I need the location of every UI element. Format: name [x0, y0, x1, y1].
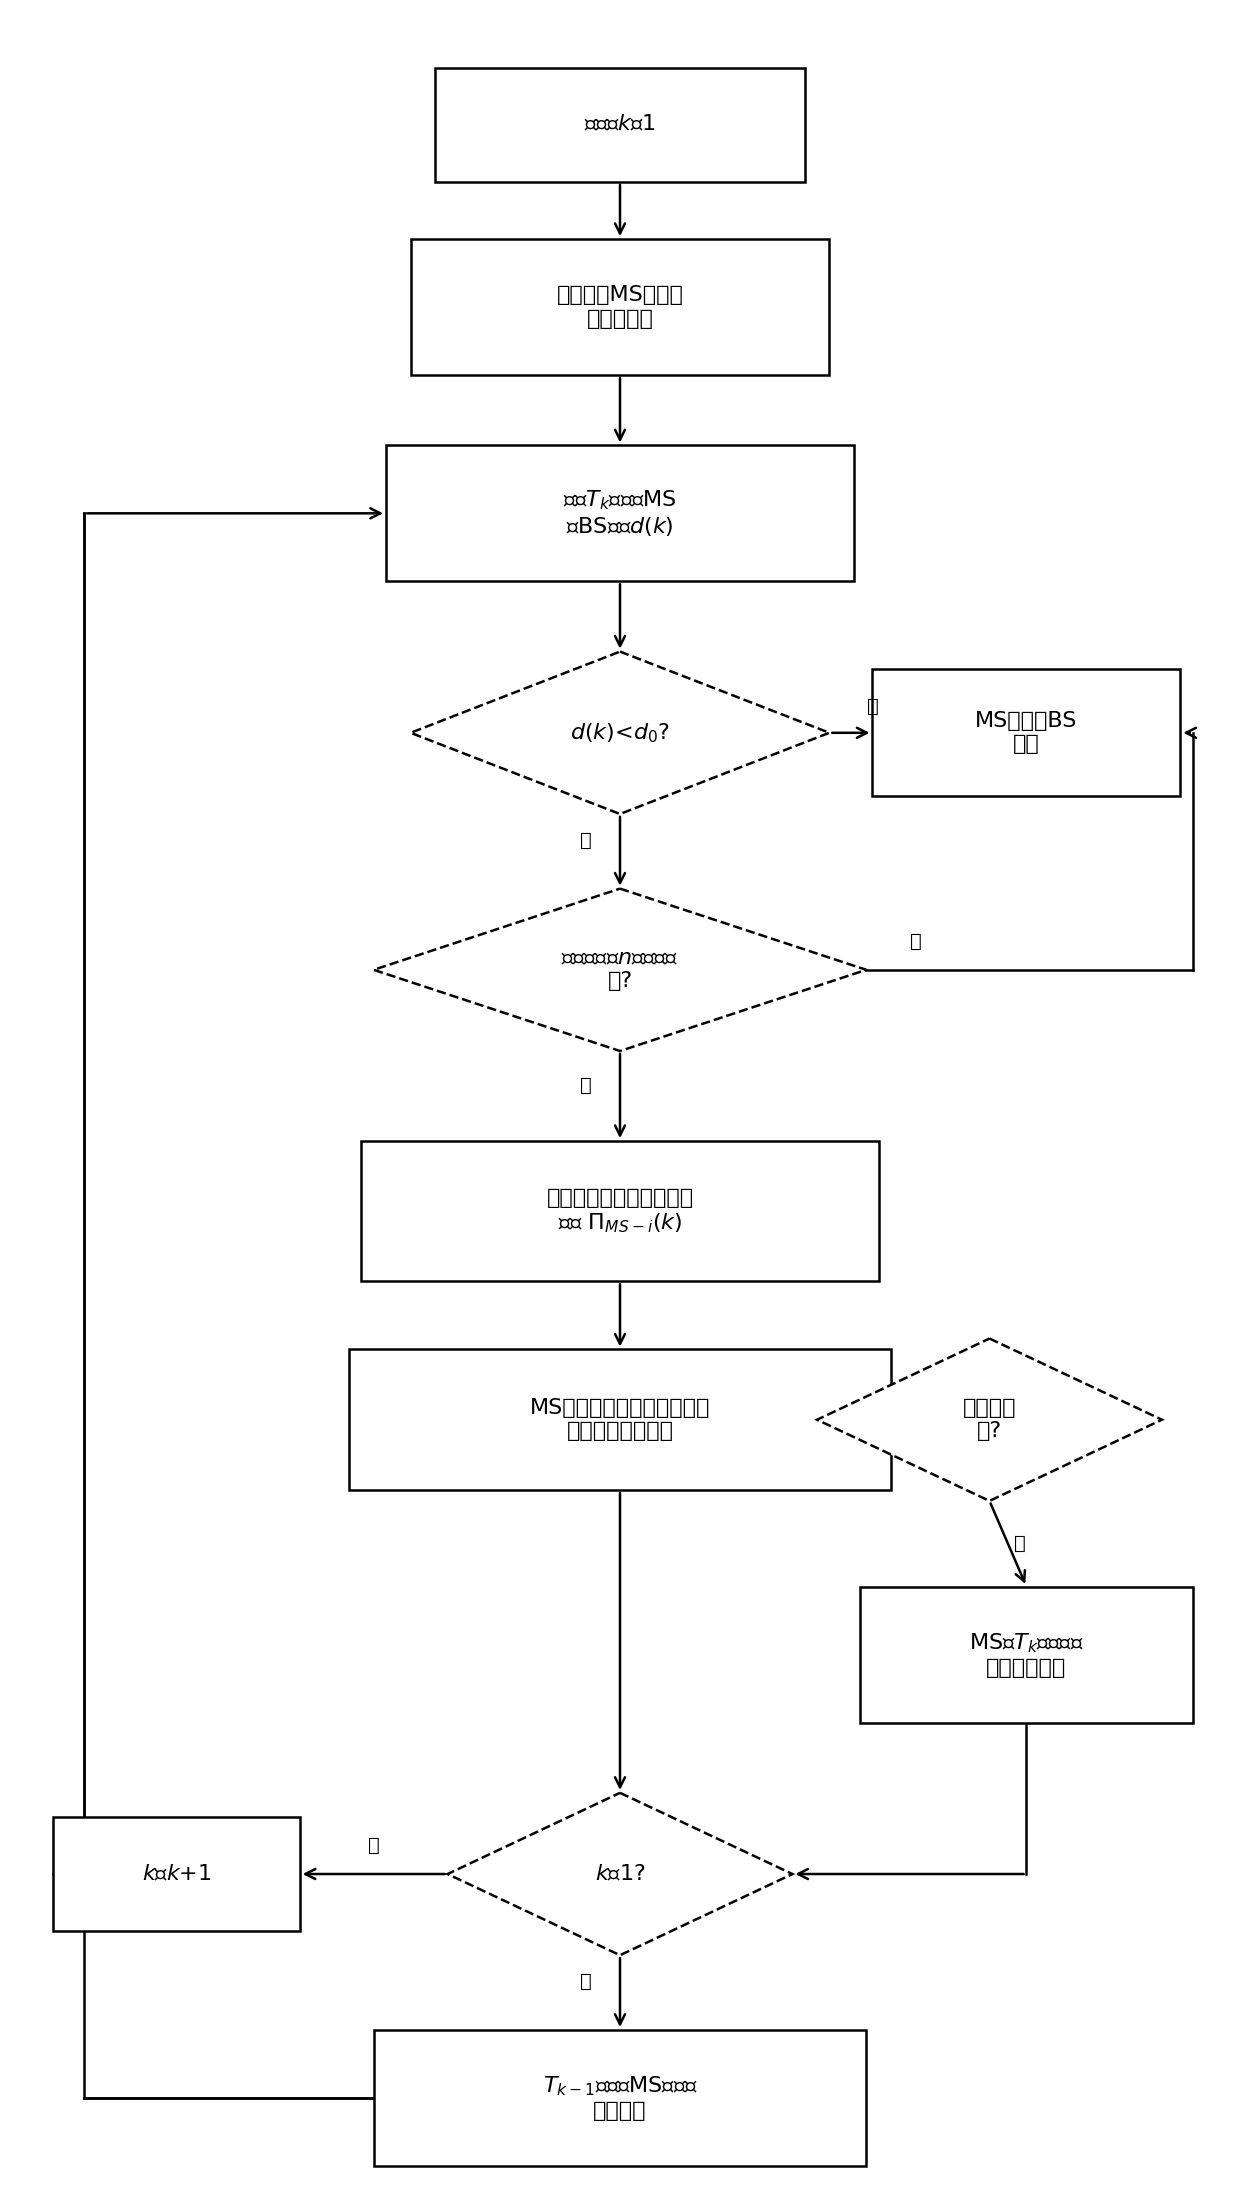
- FancyBboxPatch shape: [53, 1817, 300, 1932]
- Text: MS与$T_k$周期下建
立的连接通信: MS与$T_k$周期下建 立的连接通信: [970, 1630, 1084, 1679]
- Text: 初始化$k$＝1: 初始化$k$＝1: [584, 115, 656, 134]
- FancyBboxPatch shape: [348, 1350, 892, 1489]
- Text: MS与最大选择概率所对应的
预选中继进行连接: MS与最大选择概率所对应的 预选中继进行连接: [529, 1399, 711, 1441]
- FancyBboxPatch shape: [410, 238, 830, 375]
- Text: 有业务请
求?: 有业务请 求?: [962, 1399, 1017, 1441]
- Text: 计算上述预选中继的选择
概率 $\Pi_{MS-i}$($k$): 计算上述预选中继的选择 概率 $\Pi_{MS-i}$($k$): [547, 1187, 693, 1236]
- Polygon shape: [448, 1793, 792, 1956]
- Text: $k$＝$k$+1: $k$＝$k$+1: [141, 1864, 212, 1884]
- Text: $k$＝1?: $k$＝1?: [595, 1864, 645, 1884]
- Text: 否: 否: [910, 932, 921, 952]
- Polygon shape: [410, 652, 830, 813]
- Text: 是: 是: [1014, 1533, 1027, 1553]
- FancyBboxPatch shape: [361, 1141, 879, 1282]
- FancyBboxPatch shape: [873, 670, 1180, 797]
- FancyBboxPatch shape: [861, 1586, 1193, 1723]
- FancyBboxPatch shape: [435, 68, 805, 183]
- FancyBboxPatch shape: [373, 2029, 867, 2166]
- Text: $d$($k$)<$d_0$?: $d$($k$)<$d_0$?: [570, 720, 670, 745]
- Text: MS直接与BS
连接: MS直接与BS 连接: [976, 712, 1078, 753]
- Text: $T_{k-1}$周期下MS建立的
连接断开: $T_{k-1}$周期下MS建立的 连接断开: [543, 2075, 697, 2121]
- Text: 是: 是: [579, 1075, 591, 1095]
- Text: 否: 否: [579, 1972, 591, 1992]
- FancyBboxPatch shape: [386, 445, 854, 582]
- Text: 是: 是: [867, 696, 878, 716]
- Text: 是: 是: [368, 1835, 379, 1855]
- Text: 计算$T_k$周期下MS
与BS距离$d$($k$): 计算$T_k$周期下MS 与BS距离$d$($k$): [563, 489, 677, 538]
- Text: 任意一个MS首次提
出业务请求: 任意一个MS首次提 出业务请求: [557, 286, 683, 328]
- Polygon shape: [817, 1339, 1162, 1500]
- Text: 否: 否: [579, 831, 591, 850]
- Text: 搜索并得到$n$个预选中
继?: 搜索并得到$n$个预选中 继?: [562, 947, 678, 991]
- Polygon shape: [373, 888, 867, 1051]
